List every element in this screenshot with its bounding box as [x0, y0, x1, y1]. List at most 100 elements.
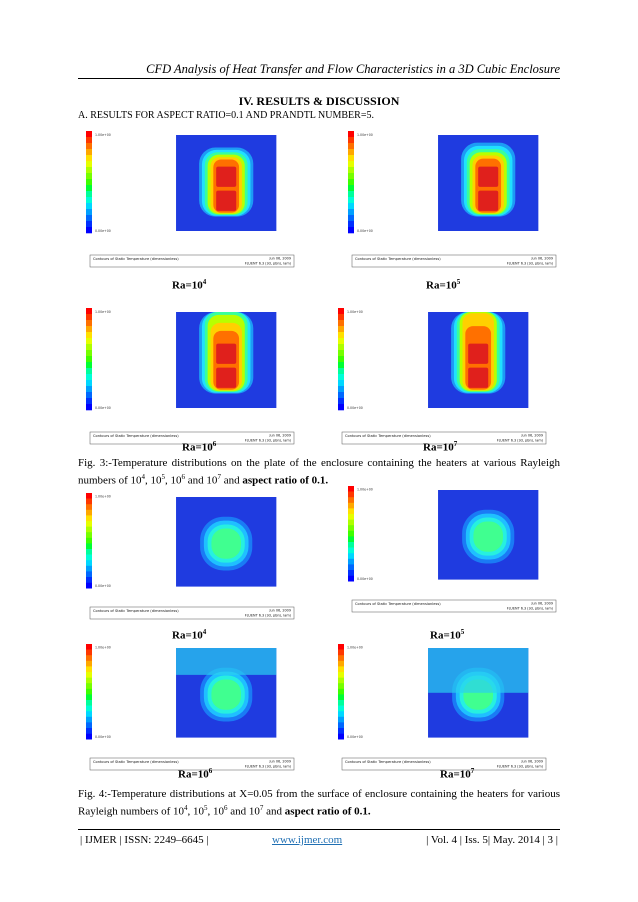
legend-swatch — [338, 368, 344, 375]
fig4-caption: Fig. 4:-Temperature distributions at X=0… — [78, 788, 560, 818]
legend-swatch — [338, 338, 344, 345]
legend-swatch — [348, 497, 354, 504]
legend-swatch — [86, 549, 92, 555]
legend-swatch — [348, 558, 354, 565]
legend-swatch — [86, 131, 92, 138]
legend-swatch — [348, 137, 354, 144]
legend-swatch — [348, 502, 354, 509]
contour-band — [473, 521, 503, 552]
legend-tick-label: 0.00e+00 — [95, 584, 111, 588]
legend-swatch — [348, 508, 354, 515]
legend-swatch — [348, 575, 354, 582]
legend-tick-label: 1.00e+00 — [347, 645, 363, 649]
legend-tick-label: 0.00e+00 — [95, 229, 111, 233]
legend-swatch — [86, 666, 92, 673]
legend-swatch — [86, 577, 92, 583]
legend-swatch — [348, 536, 354, 543]
legend-swatch — [86, 565, 92, 572]
fig4-label-ra1e6: Ra=106 — [178, 767, 213, 781]
legend-swatch — [338, 666, 344, 673]
legend-swatch — [86, 344, 92, 351]
plot-footer-date: Jun 06, 2009 — [531, 257, 553, 261]
legend-swatch — [348, 149, 354, 156]
legend-swatch — [338, 644, 344, 650]
legend-swatch — [86, 526, 92, 533]
legend-swatch — [86, 688, 92, 695]
contour-group — [428, 648, 529, 722]
legend-swatch — [348, 519, 354, 526]
legend-tick-label: 1.00e+00 — [95, 645, 111, 649]
plot-footer-box — [89, 606, 295, 620]
heater-upper — [216, 166, 237, 187]
legend-swatch — [86, 711, 92, 718]
fig3-label-ra1e5: Ra=105 — [426, 278, 461, 292]
plot-footer-label: Contours of Static Temperature (dimensio… — [93, 760, 179, 764]
upper-warm-layer — [176, 648, 277, 675]
plot-footer-box — [89, 431, 295, 445]
plot-footer-label: Contours of Static Temperature (dimensio… — [345, 760, 431, 764]
legend-swatch — [86, 314, 92, 321]
fig4-label-ra1e7: Ra=107 — [440, 767, 475, 781]
header-rule — [78, 78, 560, 79]
legend-swatch — [338, 700, 344, 706]
heater-lower — [216, 367, 237, 388]
legend-swatch — [348, 173, 354, 180]
legend-swatch — [338, 722, 344, 729]
legend-tick-label: 1.00e+00 — [95, 133, 111, 137]
fig3-label-ra1e7: Ra=107 — [423, 440, 458, 454]
plot-footer-date: Jun 06, 2009 — [269, 760, 291, 764]
legend-swatch — [86, 521, 92, 527]
legend-swatch — [338, 677, 344, 684]
legend-swatch — [86, 560, 92, 567]
legend-swatch — [348, 215, 354, 222]
contour-figure: 1.00e+00 0.00e+00 Contours of Static Tempe… — [338, 308, 547, 445]
legend-swatch — [86, 509, 92, 516]
legend-swatch — [338, 332, 344, 339]
legend-swatch — [86, 356, 92, 363]
legend-swatch — [348, 191, 354, 198]
legend-swatch — [338, 733, 344, 740]
legend-swatch — [348, 530, 354, 537]
legend-swatch — [86, 167, 92, 174]
fig4-plot-ra1e5: 1.00e+00 0.00e+00 Contours of Static Tempe… — [340, 480, 568, 620]
legend-swatch — [86, 649, 92, 656]
heater-upper — [478, 166, 499, 187]
plot-footer-label: Contours of Static Temperature (dimensio… — [355, 257, 441, 261]
contour-group — [199, 147, 254, 217]
legend-tick-label: 1.00e+00 — [347, 310, 363, 314]
plot-footer-label: Contours of Static Temperature (dimensio… — [93, 434, 179, 438]
plot-footer-box — [89, 254, 295, 268]
legend-swatch — [86, 338, 92, 345]
footer-website-link[interactable]: www.ijmer.com — [272, 834, 343, 846]
legend-swatch — [348, 167, 354, 174]
legend-swatch — [338, 386, 344, 393]
fig3-caption: Fig. 3:-Temperature distributions on the… — [78, 457, 560, 487]
heater-lower — [216, 190, 237, 211]
legend-swatch — [86, 197, 92, 204]
legend-swatch — [86, 672, 92, 678]
legend-swatch — [348, 547, 354, 554]
plot-footer-solver: FLUENT 6.3 (3d, pbns, lam) — [245, 765, 292, 769]
legend-swatch — [86, 515, 92, 522]
legend-swatch — [86, 308, 92, 315]
legend-swatch — [348, 514, 354, 520]
plot-footer-solver: FLUENT 6.3 (3d, pbns, lam) — [497, 439, 544, 443]
contour-figure: 1.00e+00 0.00e+00 Contours of Static Tempe… — [348, 131, 557, 268]
legend-swatch — [338, 380, 344, 387]
legend-swatch — [86, 716, 92, 723]
legend-swatch — [338, 392, 344, 399]
legend-swatch — [86, 191, 92, 198]
heater-lower — [468, 367, 489, 388]
legend-swatch — [86, 173, 92, 180]
legend-swatch — [86, 700, 92, 706]
legend-swatch — [348, 161, 354, 168]
legend-swatch — [86, 498, 92, 505]
legend-swatch — [348, 203, 354, 210]
contour-band — [211, 528, 241, 559]
plot-footer-box — [351, 599, 557, 613]
legend-swatch — [86, 722, 92, 729]
legend-swatch — [348, 564, 354, 571]
legend-swatch — [348, 131, 354, 138]
legend-swatch — [86, 392, 92, 399]
legend-swatch — [86, 554, 92, 561]
